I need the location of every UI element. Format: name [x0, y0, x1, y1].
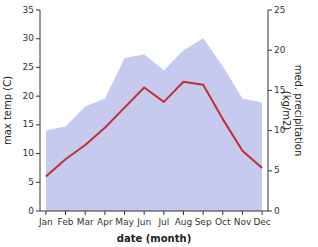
x-axis-label: date (month) — [117, 233, 191, 244]
chart: 051015202530350510152025JanFebMarAprMayJ… — [0, 0, 318, 247]
y2-tick — [268, 10, 272, 11]
y-tick — [36, 153, 40, 154]
area — [46, 38, 262, 211]
y2-tick — [268, 130, 272, 131]
y-axis-line — [40, 10, 41, 211]
x-tick-label: Jun — [136, 217, 151, 227]
y-tick — [36, 38, 40, 39]
y2-axis-label-line: (kg/m2) — [281, 91, 292, 131]
x-tick-label: Nov — [234, 217, 252, 227]
y2-axis-line — [268, 10, 269, 211]
x-tick-label: Oct — [215, 217, 231, 227]
y-tick — [36, 211, 40, 212]
y-tick — [36, 182, 40, 183]
y2-tick — [268, 170, 272, 171]
x-tick-label: Jul — [157, 217, 169, 227]
x-tick-label: May — [115, 217, 134, 227]
y-tick-label: 15 — [23, 119, 34, 129]
chart-container: 051015202530350510152025JanFebMarAprMayJ… — [0, 0, 318, 247]
y2-tick — [268, 50, 272, 51]
y-tick — [36, 10, 40, 11]
y2-tick-label: 25 — [274, 5, 285, 15]
x-tick-label: Aug — [175, 217, 193, 227]
x-tick-label: Dec — [253, 217, 270, 227]
y-axis-label: max temp (C) — [2, 76, 13, 145]
y-tick-label: 0 — [28, 206, 34, 216]
x-tick-label: Apr — [97, 217, 113, 227]
y2-tick-label: 5 — [274, 165, 280, 175]
x-tick — [45, 211, 46, 215]
y-tick-label: 20 — [23, 91, 35, 101]
plot-area — [46, 38, 262, 211]
x-tick — [242, 211, 243, 215]
x-tick — [104, 211, 105, 215]
y2-tick-label: 20 — [274, 45, 286, 55]
axes: 051015202530350510152025JanFebMarAprMayJ… — [23, 5, 286, 228]
y-tick — [36, 124, 40, 125]
x-tick-label: Mar — [77, 217, 94, 227]
x-tick — [144, 211, 145, 215]
x-tick — [65, 211, 66, 215]
x-axis-line — [40, 211, 268, 212]
y-tick-label: 10 — [23, 148, 35, 158]
line — [46, 82, 262, 177]
x-tick-label: Sep — [195, 217, 212, 227]
y-tick — [36, 67, 40, 68]
y-tick-label: 30 — [23, 33, 35, 43]
x-tick — [85, 211, 86, 215]
y-tick — [36, 96, 40, 97]
x-tick — [222, 211, 223, 215]
x-tick-label: Feb — [58, 217, 74, 227]
y2-axis-label: med. precipitation(kg/m2) — [281, 65, 304, 157]
x-tick — [124, 211, 125, 215]
x-tick-label: Jan — [38, 217, 53, 227]
x-tick — [262, 211, 263, 215]
x-tick — [183, 211, 184, 215]
y-tick-label: 35 — [23, 5, 34, 15]
y-tick-label: 25 — [23, 62, 34, 72]
y2-tick — [268, 90, 272, 91]
y2-axis-label-line: med. precipitation — [293, 65, 304, 157]
y-tick-label: 5 — [28, 177, 34, 187]
y2-tick-label: 0 — [274, 206, 280, 216]
y2-tick — [268, 211, 272, 212]
x-tick — [163, 211, 164, 215]
x-tick — [203, 211, 204, 215]
